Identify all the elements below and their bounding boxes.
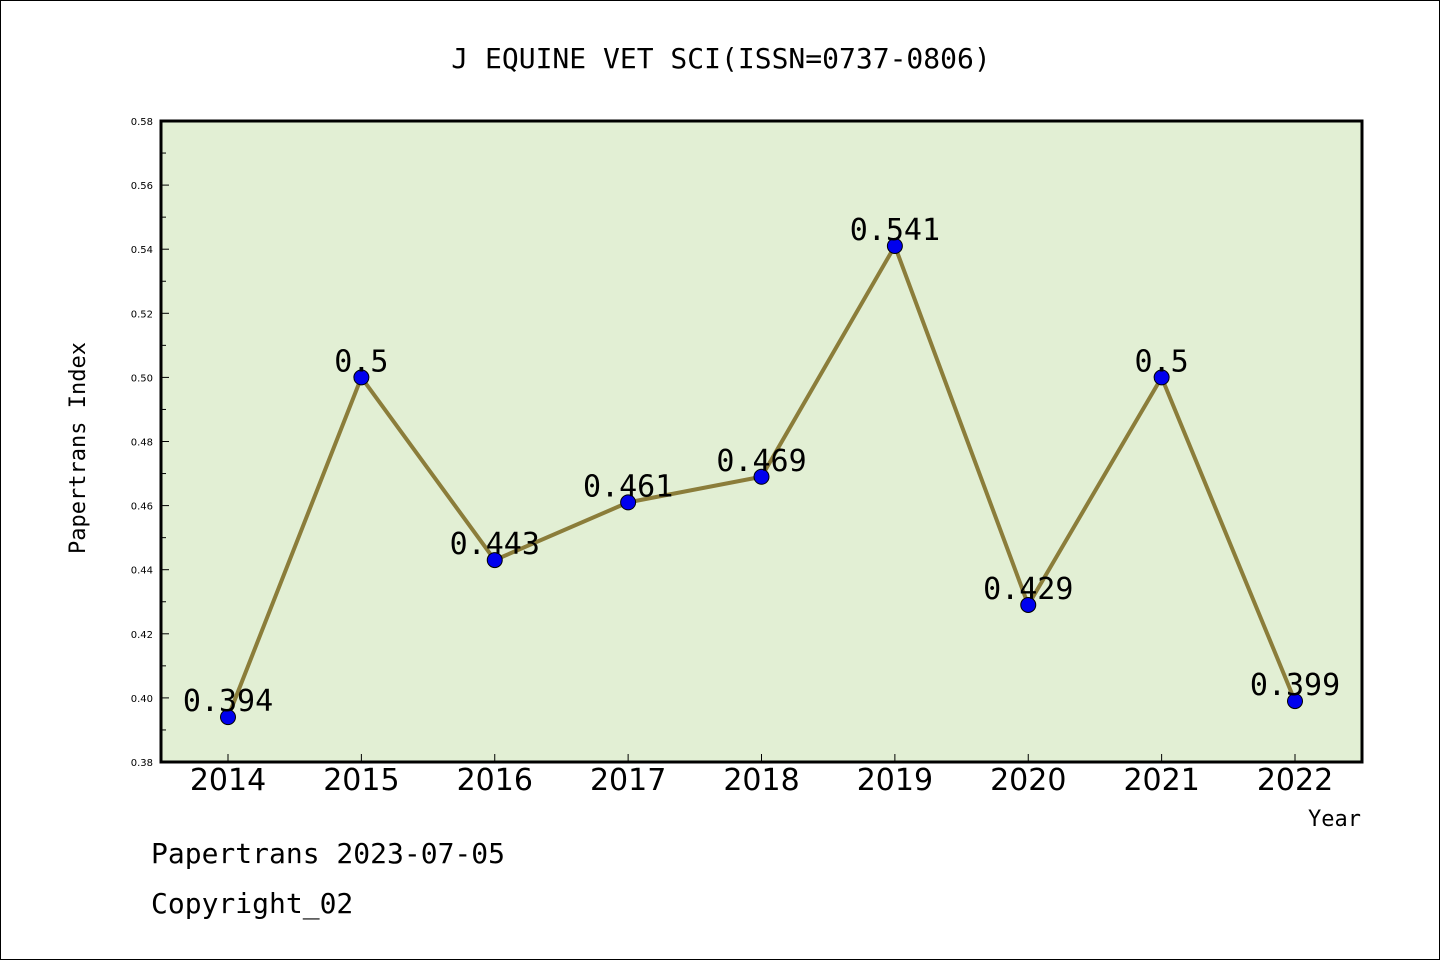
data-point <box>353 369 370 386</box>
data-point <box>1020 596 1037 613</box>
plot-area <box>159 119 1364 764</box>
y-axis-label: Papertrans Index <box>66 342 91 554</box>
x-axis-label: Year <box>1308 807 1361 832</box>
y-tick-label: 0.46 <box>131 502 153 513</box>
y-tick-label: 0.38 <box>131 758 153 769</box>
x-tick-label: 2018 <box>723 763 799 798</box>
x-tick-label: 2014 <box>190 763 266 798</box>
y-tick-label: 0.52 <box>131 309 153 320</box>
data-point <box>486 552 503 569</box>
y-tick-label: 0.58 <box>131 117 153 128</box>
x-tick-label: 2016 <box>457 763 533 798</box>
data-label: 0.461 <box>583 469 673 504</box>
x-tick-label: 2017 <box>590 763 666 798</box>
data-label: 0.429 <box>983 572 1073 607</box>
footer-copyright-text: Copyright_02 <box>151 887 354 920</box>
data-point <box>1153 369 1170 386</box>
y-tick-label: 0.40 <box>131 694 153 705</box>
x-tick-label: 2019 <box>857 763 933 798</box>
y-tick-label: 0.50 <box>131 373 153 384</box>
data-label: 0.399 <box>1250 668 1340 703</box>
x-axis: 2014 2015 2016 2017 2018 2019 2020 2021 2022 <box>190 754 1333 798</box>
x-tick-label: 2021 <box>1123 763 1199 798</box>
y-tick-label: 0.48 <box>131 438 153 449</box>
data-label: 0.5 <box>1135 344 1189 379</box>
data-labels: 0.394 0.5 0.443 0.461 0.469 0.541 0.429 0.5 0.39… <box>183 213 1340 719</box>
footer-date-text: Papertrans 2023-07-05 <box>151 837 506 870</box>
x-tick-label: 2020 <box>990 763 1066 798</box>
data-point <box>1287 693 1303 710</box>
y-tick-label: 0.56 <box>131 181 153 192</box>
x-tick-label: 2022 <box>1257 763 1333 798</box>
y-axis: 0.38 0.40 0.42 0.44 0.46 0.48 0.50 0.52 0.54 0.56… <box>131 117 169 769</box>
y-tick-label: 0.42 <box>131 630 153 641</box>
data-label: 0.541 <box>850 213 940 248</box>
data-label: 0.443 <box>450 527 540 562</box>
x-tick-label: 2015 <box>323 763 399 798</box>
data-label: 0.394 <box>183 684 273 719</box>
data-point <box>620 494 637 511</box>
y-tick-label: 0.54 <box>131 245 153 256</box>
data-markers <box>220 237 1303 726</box>
data-label: 0.5 <box>334 344 388 379</box>
data-point <box>886 237 903 254</box>
data-point <box>220 709 236 726</box>
y-tick-label: 0.44 <box>131 566 153 577</box>
data-label: 0.469 <box>716 444 806 479</box>
data-point <box>753 468 770 485</box>
chart-title: J EQUINE VET SCI(ISSN=0737-0806) <box>451 42 990 75</box>
